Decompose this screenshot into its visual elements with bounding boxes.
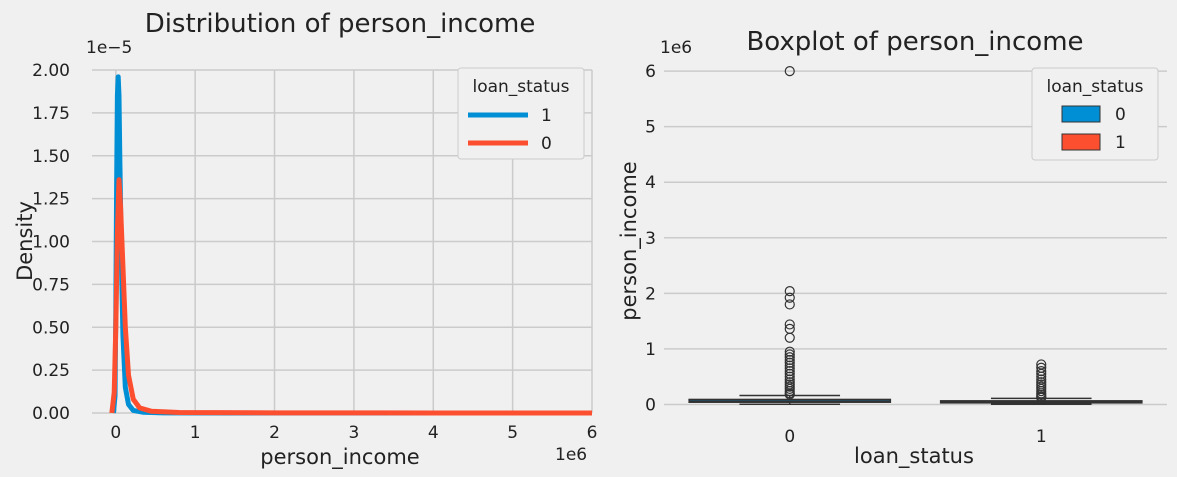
boxplot-ticks: 0 1 2 3 4 5 6 0 1 (645, 62, 1046, 447)
density-x-tick-label: 2 (269, 423, 280, 443)
box-outlier (784, 357, 795, 368)
density-ylabel: Density (13, 201, 37, 281)
box-outlier (784, 354, 795, 366)
boxplot-x-tick-label: 0 (784, 427, 795, 447)
boxplot-y-tick-label: 2 (645, 284, 656, 304)
boxplot-legend-label-1: 1 (1115, 133, 1126, 153)
density-ticks: 0 1 2 3 4 5 6 0.00 0.25 0.50 0.75 1.00 1.25 1.50 1.75 2… (32, 61, 597, 443)
boxplot-y-tick-label: 4 (645, 173, 656, 193)
density-x-tick-label: 0 (110, 423, 121, 443)
density-legend: loan_status 1 0 (457, 67, 585, 160)
density-x-tick-label: 6 (587, 423, 598, 443)
box-outlier (784, 319, 795, 330)
density-y-tick-label: 2.00 (32, 61, 70, 81)
box-outlier (784, 346, 795, 357)
box-outlier (784, 389, 795, 400)
boxplot-legend-label-0: 0 (1115, 105, 1126, 125)
density-x-tick-label: 5 (507, 423, 518, 443)
boxplot-y-tick-label: 0 (645, 395, 656, 415)
density-x-tick-label: 4 (428, 423, 439, 443)
boxplot-legend-swatch-1 (1061, 133, 1101, 151)
density-title: Distribution of person_income (145, 9, 536, 39)
box-outlier (784, 371, 795, 382)
boxplot-y-tick-label: 3 (645, 229, 656, 249)
density-xlabel: person_income (260, 445, 419, 470)
boxplot-y-tick-label: 1 (645, 340, 656, 360)
density-y-tick-label: 0.00 (32, 404, 70, 424)
density-y-tick-label: 0.25 (32, 361, 70, 381)
boxplot-legend: loan_status 0 1 (1031, 67, 1159, 161)
box-outlier (784, 292, 795, 303)
density-line-0 (109, 177, 593, 416)
density-legend-title: loan_status (472, 77, 569, 97)
box-outlier (1036, 366, 1047, 377)
box-outlier (784, 299, 795, 310)
boxplot-y-tick-label: 5 (645, 118, 656, 138)
density-chart: 0 1 2 3 4 5 6 0.00 0.25 0.50 0.75 1.00 1.25 1.50 1.75 2… (13, 9, 597, 470)
boxplot-title: Boxplot of person_income (746, 27, 1083, 57)
boxplot-boxes (688, 66, 1143, 405)
density-y-multiplier: 1e−5 (86, 38, 132, 58)
box-outlier (1036, 392, 1047, 403)
box-outlier (784, 352, 795, 363)
boxplot-x-tick-label: 1 (1036, 427, 1047, 447)
density-y-tick-label: 0.50 (32, 318, 70, 338)
box-outlier (784, 286, 795, 297)
density-y-tick-label: 1.25 (32, 190, 70, 210)
density-y-tick-label: 0.75 (32, 275, 70, 295)
density-legend-label-1: 1 (541, 106, 552, 126)
boxplot-y-multiplier: 1e6 (660, 38, 692, 58)
boxplot-legend-swatch-0 (1061, 105, 1101, 123)
box-outlier (784, 366, 795, 377)
boxplot-chart: 0 1 2 3 4 5 6 0 1 Boxplot of person_income loan_… (617, 27, 1167, 469)
density-lines (109, 74, 593, 416)
density-x-tick-label: 1 (190, 423, 201, 443)
density-x-multiplier: 1e6 (555, 445, 587, 465)
box-outlier (784, 332, 795, 343)
density-legend-label-0: 0 (541, 134, 552, 154)
box-outlier (784, 349, 795, 360)
box-outlier (784, 368, 795, 379)
density-y-tick-label: 1.00 (32, 233, 70, 253)
box-outlier (784, 363, 795, 374)
density-y-tick-label: 1.75 (32, 104, 70, 124)
density-y-tick-label: 1.50 (32, 147, 70, 167)
box-outlier (1036, 368, 1047, 379)
boxplot-ylabel: person_income (617, 161, 642, 320)
boxplot-y-tick-label: 6 (645, 62, 656, 82)
box-1 (939, 359, 1143, 405)
density-x-tick-label: 3 (348, 423, 359, 443)
box-outlier (1036, 371, 1047, 382)
box-outlier (784, 66, 795, 77)
box-0 (688, 66, 892, 405)
boxplot-legend-title: loan_status (1046, 77, 1143, 97)
box-outlier (784, 360, 795, 371)
boxplot-xlabel: loan_status (854, 444, 974, 469)
